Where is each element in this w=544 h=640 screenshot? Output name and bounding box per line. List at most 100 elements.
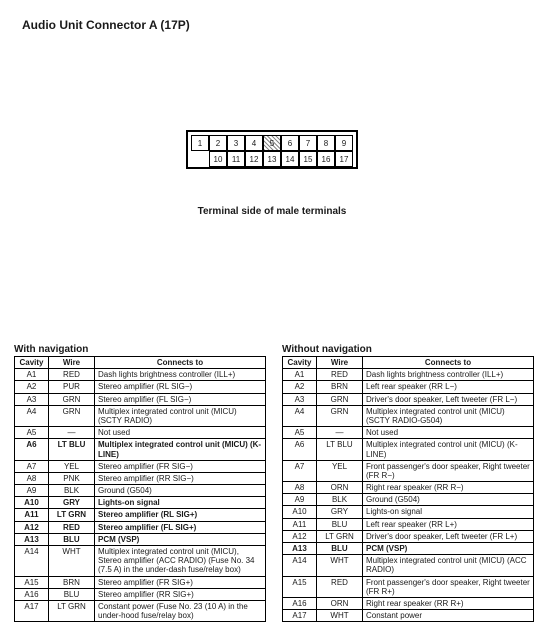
cell-cavity: A11 [15,509,49,521]
cell-connects-to: Not used [95,427,266,439]
table-row: A7YELStereo amplifier (FR SIG−) [15,460,266,472]
cell-connects-to: Constant power [363,610,534,622]
cell-connects-to: Dash lights brightness controller (ILL+) [363,369,534,381]
cell-connects-to: Stereo amplifier (RL SIG−) [95,381,266,393]
connector-pin: 5 [263,135,281,151]
connector-pin: 4 [245,135,263,151]
cell-cavity: A3 [283,393,317,405]
cell-cavity: A10 [283,506,317,518]
cell-connects-to: Right rear speaker (RR R+) [363,597,534,609]
cell-wire: BLU [49,588,95,600]
cell-connects-to: Lights-on signal [363,506,534,518]
col-conn: Connects to [95,357,266,369]
cell-cavity: A6 [15,439,49,460]
table-row: A2BRNLeft rear speaker (RR L−) [283,381,534,393]
table-heading-left: With navigation [14,344,266,355]
table-row: A12LT GRNDriver's door speaker, Left twe… [283,530,534,542]
cell-wire: LT BLU [317,439,363,460]
cell-cavity: A3 [15,393,49,405]
cell-cavity: A13 [15,533,49,545]
cell-cavity: A4 [15,405,49,426]
connector-pin: 2 [209,135,227,151]
col-wire: Wire [49,357,95,369]
diagram-caption: Terminal side of male terminals [0,206,544,217]
connector-pin: 15 [299,151,317,167]
table-without-navigation: Without navigation Cavity Wire Connects … [282,344,534,622]
table-row: A2PURStereo amplifier (RL SIG−) [15,381,266,393]
table-row: A13BLUPCM (VSP) [15,533,266,545]
table-row: A3GRNDriver's door speaker, Left tweeter… [283,393,534,405]
table-row: A15REDFront passenger's door speaker, Ri… [283,576,534,597]
cell-wire: — [317,427,363,439]
cell-cavity: A2 [283,381,317,393]
table-row: A1REDDash lights brightness controller (… [15,369,266,381]
table-row: A7YELFront passenger's door speaker, Rig… [283,460,534,481]
cell-connects-to: Stereo amplifier (RL SIG+) [95,509,266,521]
cell-wire: RED [49,521,95,533]
table-row: A17WHTConstant power [283,610,534,622]
cell-cavity: A16 [283,597,317,609]
cell-wire: WHT [49,546,95,577]
cell-cavity: A7 [15,460,49,472]
col-conn: Connects to [363,357,534,369]
cell-wire: GRN [49,393,95,405]
table-row: A5—Not used [15,427,266,439]
connector-pin: 3 [227,135,245,151]
table-row: A3GRNStereo amplifier (FL SIG−) [15,393,266,405]
table-row: A1REDDash lights brightness controller (… [283,369,534,381]
cell-connects-to: Constant power (Fuse No. 23 (10 A) in th… [95,600,266,621]
cell-wire: RED [49,369,95,381]
cell-cavity: A15 [283,576,317,597]
cell-connects-to: PCM (VSP) [363,543,534,555]
col-cavity: Cavity [283,357,317,369]
cell-wire: RED [317,369,363,381]
connector-pin: 9 [335,135,353,151]
page: Audio Unit Connector A (17P) 123456789 1… [0,0,544,640]
table-row: A4GRNMultiplex integrated control unit (… [15,405,266,426]
cell-connects-to: Multiplex integrated control unit (MICU)… [363,555,534,576]
cell-connects-to: Stereo amplifier (FL SIG+) [95,521,266,533]
cell-cavity: A10 [15,497,49,509]
table-heading-right: Without navigation [282,344,534,355]
cell-connects-to: Not used [363,427,534,439]
table-row: A8ORNRight rear speaker (RR R−) [283,482,534,494]
cell-connects-to: PCM (VSP) [95,533,266,545]
table-row: A12REDStereo amplifier (FL SIG+) [15,521,266,533]
cell-cavity: A1 [283,369,317,381]
cell-cavity: A14 [15,546,49,577]
table-row: A11BLULeft rear speaker (RR L+) [283,518,534,530]
cell-connects-to: Stereo amplifier (RR SIG+) [95,588,266,600]
cell-cavity: A2 [15,381,49,393]
cell-connects-to: Driver's door speaker, Left tweeter (FR … [363,530,534,542]
table-with-navigation: With navigation Cavity Wire Connects to … [14,344,266,622]
cell-cavity: A14 [283,555,317,576]
cell-cavity: A12 [15,521,49,533]
table-row: A9BLKGround (G504) [15,485,266,497]
cell-connects-to: Left rear speaker (RR L−) [363,381,534,393]
cell-connects-to: Stereo amplifier (FR SIG+) [95,576,266,588]
cell-connects-to: Multiplex integrated control unit (MICU)… [363,405,534,426]
table-row: A10GRYLights-on signal [283,506,534,518]
cell-connects-to: Multiplex integrated control unit (MICU)… [95,546,266,577]
cell-wire: LT GRN [317,530,363,542]
cell-cavity: A17 [15,600,49,621]
cell-wire: LT GRN [49,509,95,521]
connector-pin: 12 [245,151,263,167]
table-row: A9BLKGround (G504) [283,494,534,506]
connector-pin: 10 [209,151,227,167]
cell-cavity: A12 [283,530,317,542]
cell-wire: GRY [317,506,363,518]
cell-wire: LT BLU [49,439,95,460]
cell-wire: PNK [49,472,95,484]
table-row: A16ORNRight rear speaker (RR R+) [283,597,534,609]
cell-wire: WHT [317,555,363,576]
cell-connects-to: Stereo amplifier (FL SIG−) [95,393,266,405]
cell-wire: BLU [49,533,95,545]
cell-wire: BLU [317,518,363,530]
cell-wire: WHT [317,610,363,622]
table-row: A14WHTMultiplex integrated control unit … [283,555,534,576]
connector-pin: 13 [263,151,281,167]
cell-cavity: A11 [283,518,317,530]
table-row: A10GRYLights-on signal [15,497,266,509]
cell-wire: ORN [317,482,363,494]
